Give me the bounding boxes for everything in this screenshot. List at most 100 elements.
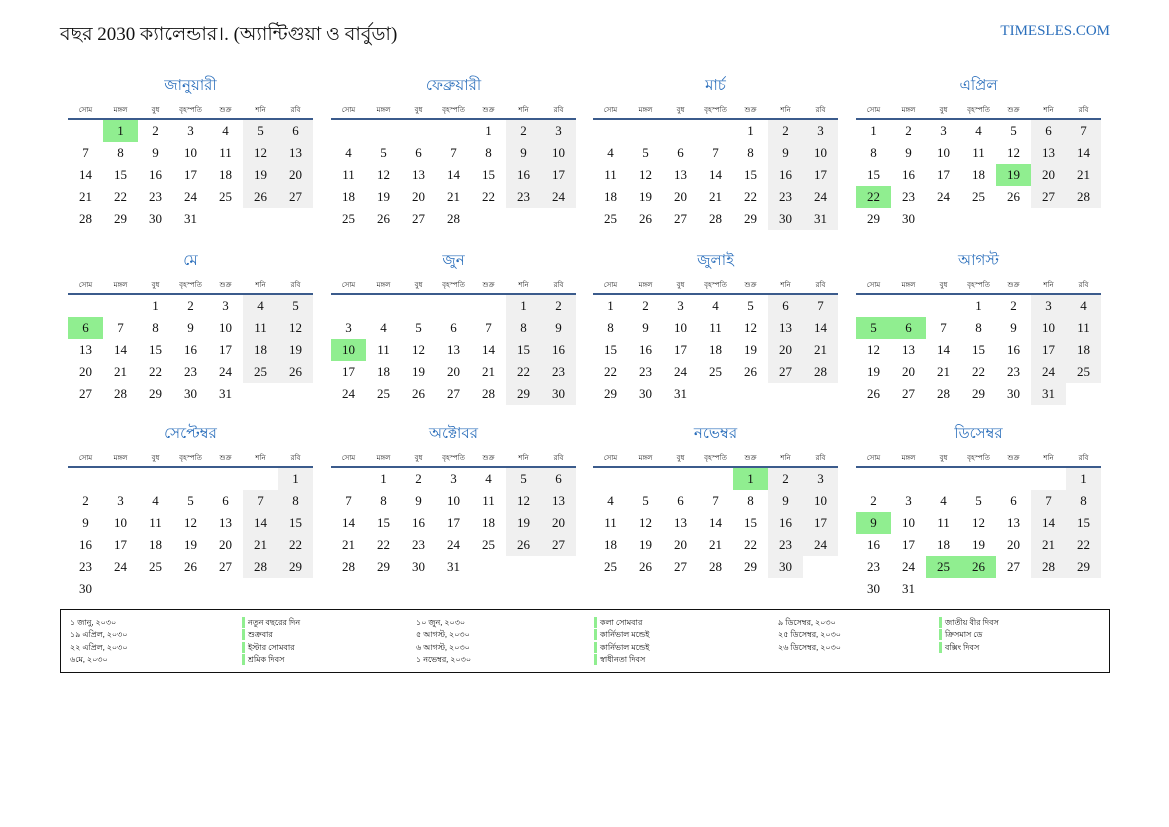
weekday: শনি [518,454,529,462]
day: 25 [926,556,961,578]
day: 1 [485,123,492,138]
site-link[interactable]: TIMESLES.COM [1000,23,1110,39]
day: 28 [709,559,722,574]
day: 16 [902,167,915,182]
day: 24 [541,186,576,208]
month-rule [68,466,313,468]
day: 24 [1031,361,1066,383]
day: 20 [412,189,425,204]
weekday: শুক্র [219,281,232,289]
day: 16 [1007,342,1020,357]
day: 4 [485,471,492,486]
weekday: শনি [780,454,791,462]
day: 10 [331,339,366,361]
day: 6 [891,317,926,339]
day: 5 [187,493,194,508]
weekday: রবি [1078,281,1089,289]
day: 20 [219,537,232,552]
day: 19 [972,537,985,552]
day: 5 [975,493,982,508]
day: 12 [278,317,313,339]
day: 13 [447,342,460,357]
day: 24 [184,189,197,204]
holiday-name: বক্সিং দিবস [945,642,980,652]
day: 5 [856,317,891,339]
day: 19 [867,364,880,379]
holiday-date: ৬ আগস্ট, ২০৩০ [416,642,470,652]
day: 31 [902,581,915,596]
day: 19 [506,512,541,534]
weekday: শুক্র [219,454,232,462]
day: 1 [870,123,877,138]
day: 30 [412,559,425,574]
month-name: আগস্ট [958,253,999,269]
day: 5 [243,120,278,142]
title: বছর 2030 ক্যালেন্ডার।. (অ্যান্টিগুয়া ও … [60,24,398,45]
day: 21 [79,189,92,204]
day: 24 [219,364,232,379]
day: 27 [674,211,687,226]
day: 27 [541,534,576,556]
day: 24 [803,534,838,556]
day: 15 [867,167,880,182]
day: 11 [604,167,617,182]
weekday: শনি [780,281,791,289]
day: 23 [639,364,652,379]
weekday: রবি [290,454,301,462]
day: 31 [219,386,232,401]
day: 5 [1010,123,1017,138]
day: 17 [342,364,355,379]
day: 7 [712,145,719,160]
day: 15 [114,167,127,182]
day: 18 [709,342,722,357]
day: 22 [377,537,390,552]
weekday: বৃহস্পতি [179,106,202,114]
weekday: বৃহস্পতি [442,454,465,462]
day: 19 [412,364,425,379]
day: 21 [1066,164,1101,186]
day: 5 [506,468,541,490]
day: 13 [412,167,425,182]
day: 11 [972,145,985,160]
day: 26 [1007,189,1020,204]
weekday: বুধ [676,106,685,114]
day: 26 [639,211,652,226]
holiday-date: ২২ এপ্রিল, ২০৩০ [70,642,128,652]
day: 10 [219,320,232,335]
day: 28 [1031,556,1066,578]
month-name: জুন [442,253,465,269]
weekday: বুধ [414,454,423,462]
day: 21 [709,537,722,552]
day: 10 [902,515,915,530]
day: 11 [709,320,722,335]
day: 23 [1007,364,1020,379]
day: 8 [485,145,492,160]
day: 2 [768,120,803,142]
day: 6 [541,468,576,490]
day: 16 [79,537,92,552]
day: 1 [506,295,541,317]
weekday: বুধ [414,281,423,289]
day: 2 [415,471,422,486]
day: 20 [278,164,313,186]
holiday-box [60,609,1110,673]
weekday: বুধ [939,281,948,289]
day: 2 [642,298,649,313]
month-name: মার্চ [705,78,726,94]
day: 11 [482,493,495,508]
weekday: শুক্র [1007,454,1020,462]
day: 27 [79,386,92,401]
day: 12 [184,515,197,530]
day: 30 [1007,386,1020,401]
day: 12 [412,342,425,357]
day: 27 [447,386,460,401]
day: 8 [747,493,754,508]
holiday-date: ১ নভেম্বর, ২০৩০ [416,655,472,665]
day: 7 [940,320,947,335]
weekday: শনি [780,106,791,114]
day: 5 [380,145,387,160]
day: 14 [342,515,355,530]
day: 10 [1031,317,1066,339]
day: 17 [674,342,687,357]
day: 18 [342,189,355,204]
